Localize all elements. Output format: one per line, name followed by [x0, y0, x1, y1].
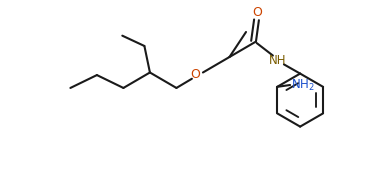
Text: O: O [190, 68, 200, 81]
Text: NH: NH [269, 54, 286, 67]
Text: NH$_2$: NH$_2$ [291, 78, 315, 93]
Text: O: O [253, 6, 262, 19]
